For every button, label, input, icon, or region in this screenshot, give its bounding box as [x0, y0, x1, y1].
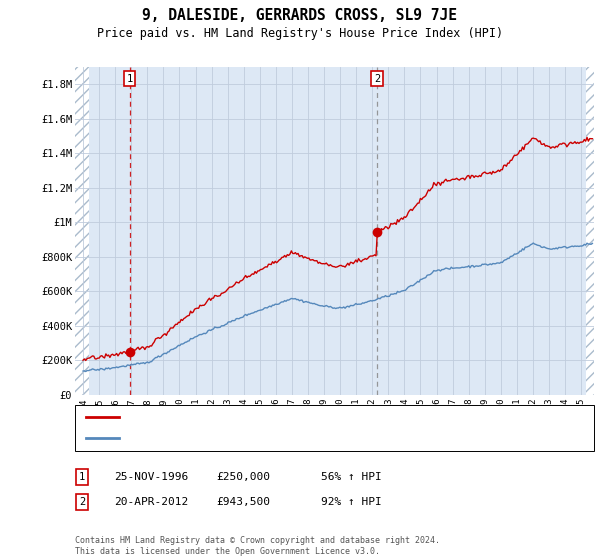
- Text: 1: 1: [127, 74, 133, 83]
- Text: 2: 2: [79, 497, 85, 507]
- Text: 56% ↑ HPI: 56% ↑ HPI: [321, 472, 382, 482]
- Text: £943,500: £943,500: [216, 497, 270, 507]
- Bar: [75, 67, 89, 395]
- Text: 20-APR-2012: 20-APR-2012: [114, 497, 188, 507]
- Text: 1: 1: [79, 472, 85, 482]
- Text: 25-NOV-1996: 25-NOV-1996: [114, 472, 188, 482]
- Text: 92% ↑ HPI: 92% ↑ HPI: [321, 497, 382, 507]
- Text: HPI: Average price, detached house, Buckinghamshire: HPI: Average price, detached house, Buck…: [126, 433, 432, 444]
- Text: Contains HM Land Registry data © Crown copyright and database right 2024.
This d: Contains HM Land Registry data © Crown c…: [75, 536, 440, 556]
- Text: 9, DALESIDE, GERRARDS CROSS, SL9 7JE: 9, DALESIDE, GERRARDS CROSS, SL9 7JE: [143, 8, 458, 24]
- Text: 9, DALESIDE, GERRARDS CROSS, SL9 7JE (detached house): 9, DALESIDE, GERRARDS CROSS, SL9 7JE (de…: [126, 412, 444, 422]
- Text: Price paid vs. HM Land Registry's House Price Index (HPI): Price paid vs. HM Land Registry's House …: [97, 27, 503, 40]
- Bar: [586, 67, 594, 395]
- Text: 2: 2: [374, 74, 380, 83]
- Text: £250,000: £250,000: [216, 472, 270, 482]
